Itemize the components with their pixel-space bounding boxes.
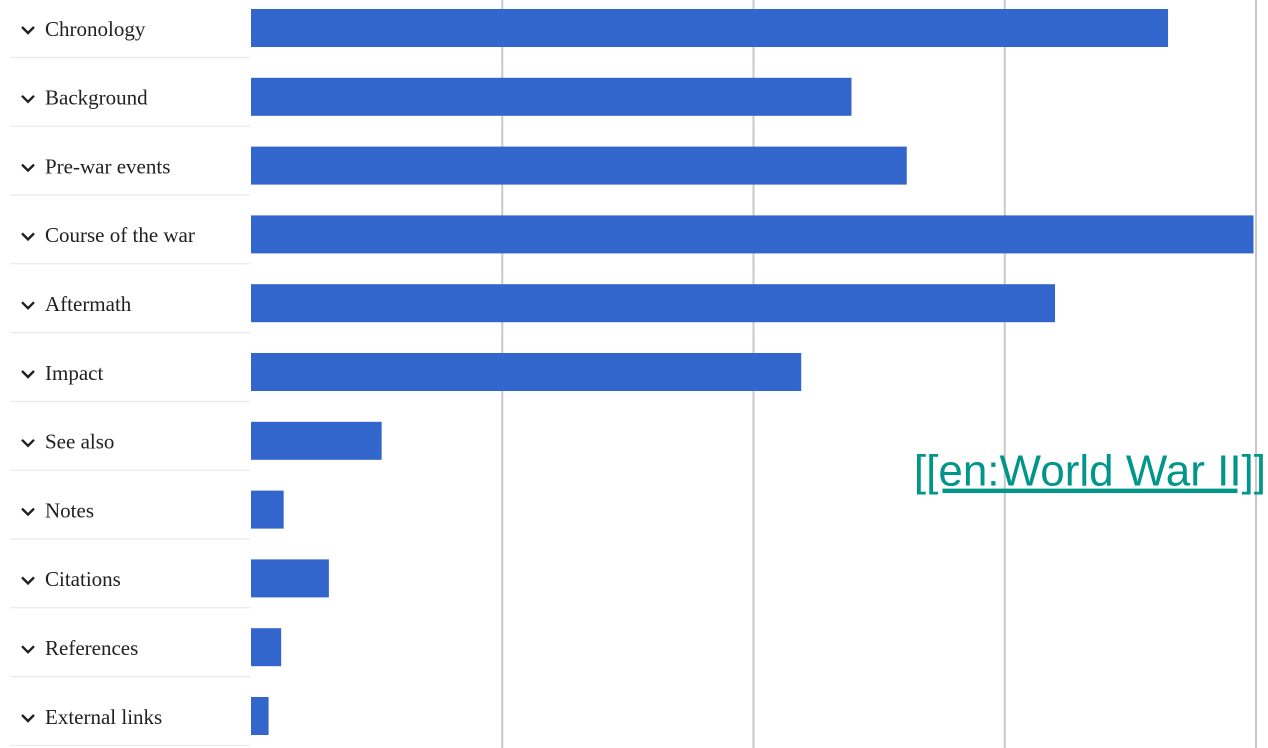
section-label[interactable]: Pre-war events	[45, 154, 170, 178]
section-row[interactable]: Notes	[10, 498, 250, 540]
section-row[interactable]: Aftermath	[10, 292, 250, 334]
bars	[251, 9, 1254, 735]
bar	[251, 490, 284, 529]
section-label[interactable]: Impact	[45, 361, 103, 385]
chevron-icon	[21, 370, 35, 379]
chevron-icon	[21, 163, 35, 173]
section-label[interactable]: Aftermath	[45, 292, 132, 316]
section-label[interactable]: Citations	[45, 567, 121, 591]
bar	[251, 421, 382, 460]
section-label[interactable]: Background	[45, 86, 148, 110]
chevron-icon	[21, 94, 35, 104]
bar	[251, 697, 269, 735]
section-label[interactable]: Notes	[45, 498, 94, 522]
bar	[251, 353, 802, 391]
chevron-icon	[21, 507, 35, 517]
chevron-icon	[21, 26, 35, 35]
section-row[interactable]: Citations	[10, 567, 250, 609]
bar	[251, 284, 1055, 323]
section-row[interactable]: Course of the war	[10, 223, 250, 265]
chevron-icon	[21, 438, 35, 448]
bar	[251, 77, 852, 116]
section-row[interactable]: External links	[10, 705, 250, 746]
section-row[interactable]: See also	[10, 430, 250, 471]
chevron-icon	[21, 714, 35, 723]
bar	[251, 9, 1169, 47]
chevron-icon	[21, 232, 35, 242]
section-row[interactable]: Pre-war events	[10, 154, 250, 196]
section-row[interactable]: Chronology	[10, 17, 250, 58]
section-label[interactable]: Course of the war	[45, 223, 195, 247]
chevron-icon	[21, 645, 35, 654]
bar	[251, 146, 907, 185]
section-row[interactable]: References	[10, 636, 250, 678]
section-label[interactable]: External links	[45, 705, 162, 729]
section-label[interactable]: Chronology	[45, 17, 146, 41]
section-list: Chronology Background Pre-war events Course…	[10, 17, 250, 746]
bar	[251, 628, 282, 667]
chevron-icon	[21, 576, 35, 586]
section-label[interactable]: See also	[45, 430, 114, 454]
section-label[interactable]: References	[45, 636, 138, 660]
section-row[interactable]: Impact	[10, 361, 250, 402]
wiki-link[interactable]: [[en:World War II]]	[914, 447, 1266, 496]
section-row[interactable]: Background	[10, 86, 250, 127]
chevron-icon	[21, 301, 35, 310]
bar	[251, 215, 1254, 254]
bar	[251, 559, 329, 598]
